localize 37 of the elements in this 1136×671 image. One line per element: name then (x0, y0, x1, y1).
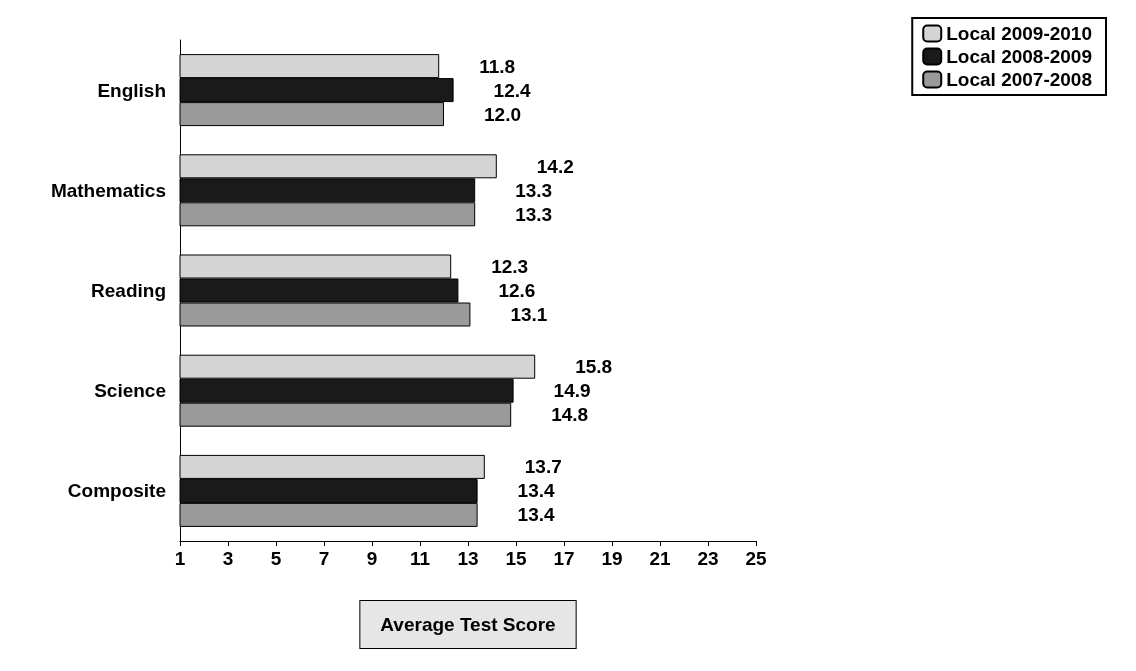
x-tick-label: 3 (222, 548, 234, 569)
x-tick-label: 9 (366, 548, 378, 569)
x-tick-label: 11 (409, 548, 431, 569)
x-tick-label: 25 (745, 548, 767, 569)
legend-label: Local 2008-2009 (946, 46, 1092, 67)
legend-label: Local 2009-2010 (946, 23, 1092, 44)
x-tick-label: 7 (318, 548, 330, 569)
data-label: 12.6 (498, 280, 536, 301)
x-tick-label: 1 (174, 548, 186, 569)
data-label: 12.3 (491, 256, 529, 277)
x-tick-label: 19 (601, 548, 623, 569)
y-tick-label: Mathematics (50, 179, 166, 201)
y-tick-label: Reading (91, 280, 166, 301)
data-label: 15.8 (575, 356, 613, 378)
x-tick-label: 15 (505, 548, 527, 569)
x-tick-label: 17 (553, 548, 575, 569)
y-tick-label: Science (94, 380, 166, 402)
data-label: 14.2 (536, 155, 574, 177)
y-tick-label: Composite (67, 480, 166, 502)
data-label: 12.0 (484, 103, 521, 125)
data-label: 14.9 (553, 380, 591, 402)
data-label: 13.7 (524, 456, 562, 478)
data-label: 13.4 (517, 480, 556, 502)
x-tick-label: 13 (457, 548, 479, 569)
data-label: 13.1 (510, 304, 548, 325)
x-tick-label: 5 (270, 548, 282, 569)
data-label: 13.4 (517, 504, 556, 526)
data-label: 13.3 (515, 203, 553, 225)
y-tick-label: English (97, 79, 166, 101)
data-label: 14.8 (551, 404, 589, 426)
data-label: 11.8 (479, 55, 516, 77)
x-tick-label: 21 (649, 548, 671, 569)
legend-label: Local 2007-2008 (946, 69, 1092, 90)
data-label: 12.4 (493, 79, 532, 101)
x-axis-title: Average Test Score (380, 614, 556, 635)
data-label: 13.3 (515, 179, 553, 201)
x-tick-label: 23 (697, 548, 719, 569)
